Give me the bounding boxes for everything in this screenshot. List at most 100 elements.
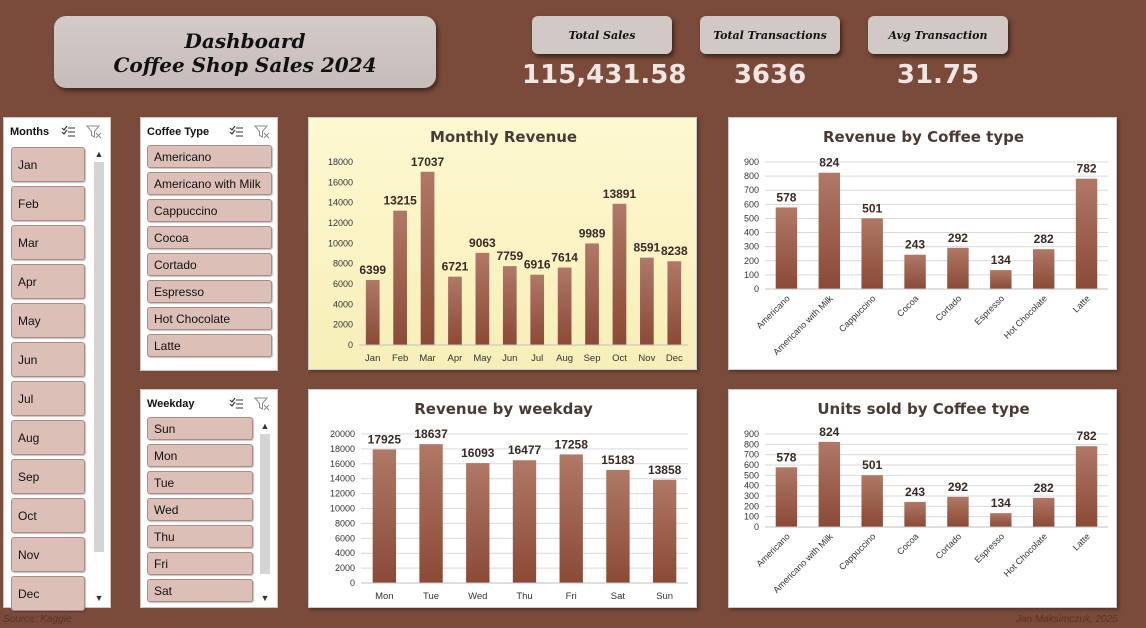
clear-filter-icon[interactable] <box>86 125 102 139</box>
bar[interactable] <box>990 270 1011 289</box>
bar[interactable] <box>558 268 572 345</box>
revenue-by-weekday-chart: Revenue by weekday 0 2000 4000 6000 8000 10000… <box>308 389 697 608</box>
bar[interactable] <box>1076 446 1097 527</box>
bar[interactable] <box>947 248 968 289</box>
months-slicer-item[interactable]: Jul <box>11 381 85 416</box>
data-label: 6399 <box>359 263 386 277</box>
weekday-slicer-item[interactable]: Tue <box>147 471 253 494</box>
chevron-down-icon[interactable]: ▼ <box>258 592 272 604</box>
coffee-slicer-item[interactable]: Cocoa <box>147 226 272 249</box>
bar[interactable] <box>419 444 442 583</box>
bar[interactable] <box>393 211 407 345</box>
months-scroll-thumb[interactable] <box>94 162 104 552</box>
weekday-scrollbar[interactable]: ▲ ▼ <box>258 420 272 604</box>
bar[interactable] <box>861 218 882 289</box>
chevron-down-icon[interactable]: ▼ <box>92 592 106 604</box>
bar[interactable] <box>466 463 489 583</box>
months-scrollbar[interactable]: ▲ ▼ <box>92 148 106 604</box>
bar[interactable] <box>1033 498 1054 527</box>
coffee-slicer-item[interactable]: Espresso <box>147 280 272 303</box>
bar[interactable] <box>366 280 380 345</box>
coffee-slicer-item[interactable]: Americano with Milk <box>147 172 272 195</box>
coffee-slicer-item[interactable]: Hot Chocolate <box>147 307 272 330</box>
weekday-slicer-item[interactable]: Sun <box>147 417 253 440</box>
bar[interactable] <box>373 449 396 583</box>
bar[interactable] <box>560 454 583 583</box>
coffee-slicer-item[interactable]: Americano <box>147 145 272 168</box>
x-tick-label: Cappuccino <box>837 293 878 334</box>
weekday-slicer-item[interactable]: Mon <box>147 444 253 467</box>
bar[interactable] <box>667 261 681 345</box>
months-slicer-item[interactable]: Sep <box>11 459 85 494</box>
x-tick-label: Aug <box>556 353 573 364</box>
months-slicer: Months Jan Feb Mar Apr May Jun Jul Aug Sep Oct Nov… <box>3 117 111 608</box>
weekday-slicer-item[interactable]: Thu <box>147 525 253 548</box>
bar[interactable] <box>421 172 435 345</box>
bar[interactable] <box>904 502 925 527</box>
bar[interactable] <box>1033 249 1054 289</box>
chevron-up-icon[interactable]: ▲ <box>92 148 106 160</box>
weekday-slicer-item[interactable]: Wed <box>147 498 253 521</box>
kpi-total-sales-label: Total Sales <box>532 16 672 54</box>
bar[interactable] <box>530 275 544 345</box>
multi-select-icon[interactable] <box>61 126 75 138</box>
bar[interactable] <box>653 480 676 583</box>
y-tick-label: 500 <box>744 470 759 480</box>
bar[interactable] <box>476 253 490 345</box>
bar[interactable] <box>819 442 840 527</box>
bar[interactable] <box>776 467 797 527</box>
y-tick-label: 4000 <box>335 548 355 558</box>
footer-author: Jan Maksimczuk, 2025 <box>1016 614 1118 625</box>
data-label: 7614 <box>551 251 578 265</box>
bar[interactable] <box>904 255 925 289</box>
dashboard-title-box: Dashboard Coffee Shop Sales 2024 <box>54 16 436 88</box>
coffee-slicer-item[interactable]: Cortado <box>147 253 272 276</box>
bar[interactable] <box>448 277 462 345</box>
kpi-avg-transaction-label: Avg Transaction <box>868 16 1008 54</box>
multi-select-icon[interactable] <box>229 126 243 138</box>
bar[interactable] <box>513 460 536 583</box>
weekday-slicer-item[interactable]: Sat <box>147 579 253 602</box>
revenue-by-coffee-chart: Revenue by Coffee type 0 100 200 300 400 500 60… <box>728 117 1117 370</box>
x-tick-label: Cocoa <box>895 293 920 318</box>
multi-select-icon[interactable] <box>229 398 243 410</box>
x-tick-label: Nov <box>638 353 655 364</box>
bar[interactable] <box>819 173 840 289</box>
bar[interactable] <box>1076 179 1097 289</box>
bar[interactable] <box>606 470 629 583</box>
y-tick-label: 6000 <box>335 533 355 543</box>
data-label: 501 <box>862 201 882 215</box>
y-tick-label: 900 <box>744 429 759 439</box>
months-slicer-item[interactable]: May <box>11 303 85 338</box>
months-slicer-item[interactable]: Dec <box>11 576 85 611</box>
bar[interactable] <box>503 266 517 345</box>
months-slicer-item[interactable]: Nov <box>11 537 85 572</box>
months-slicer-item[interactable]: Aug <box>11 420 85 455</box>
clear-filter-icon[interactable] <box>254 397 270 411</box>
weekday-slicer-item[interactable]: Fri <box>147 552 253 575</box>
months-slicer-item[interactable]: Jan <box>11 147 85 182</box>
months-slicer-item[interactable]: Jun <box>11 342 85 377</box>
bar[interactable] <box>990 513 1011 527</box>
y-tick-label: 0 <box>754 284 759 294</box>
bar[interactable] <box>585 243 599 345</box>
months-slicer-item[interactable]: Feb <box>11 186 85 221</box>
bar[interactable] <box>861 475 882 527</box>
chevron-up-icon[interactable]: ▲ <box>258 420 272 432</box>
bar[interactable] <box>776 207 797 289</box>
bar[interactable] <box>947 497 968 527</box>
data-label: 782 <box>1077 429 1097 443</box>
months-slicer-item[interactable]: Oct <box>11 498 85 533</box>
months-slicer-item[interactable]: Apr <box>11 264 85 299</box>
months-slicer-item[interactable]: Mar <box>11 225 85 260</box>
coffee-slicer-item[interactable]: Cappuccino <box>147 199 272 222</box>
data-label: 7759 <box>496 249 523 263</box>
y-tick-label: 900 <box>744 157 759 167</box>
coffee-slicer-item[interactable]: Latte <box>147 334 272 357</box>
bar[interactable] <box>640 258 654 345</box>
weekday-scroll-thumb[interactable] <box>260 434 270 574</box>
x-tick-label: Cortado <box>934 293 964 323</box>
bar[interactable] <box>613 204 627 345</box>
y-tick-label: 6000 <box>333 279 353 289</box>
clear-filter-icon[interactable] <box>254 125 270 139</box>
